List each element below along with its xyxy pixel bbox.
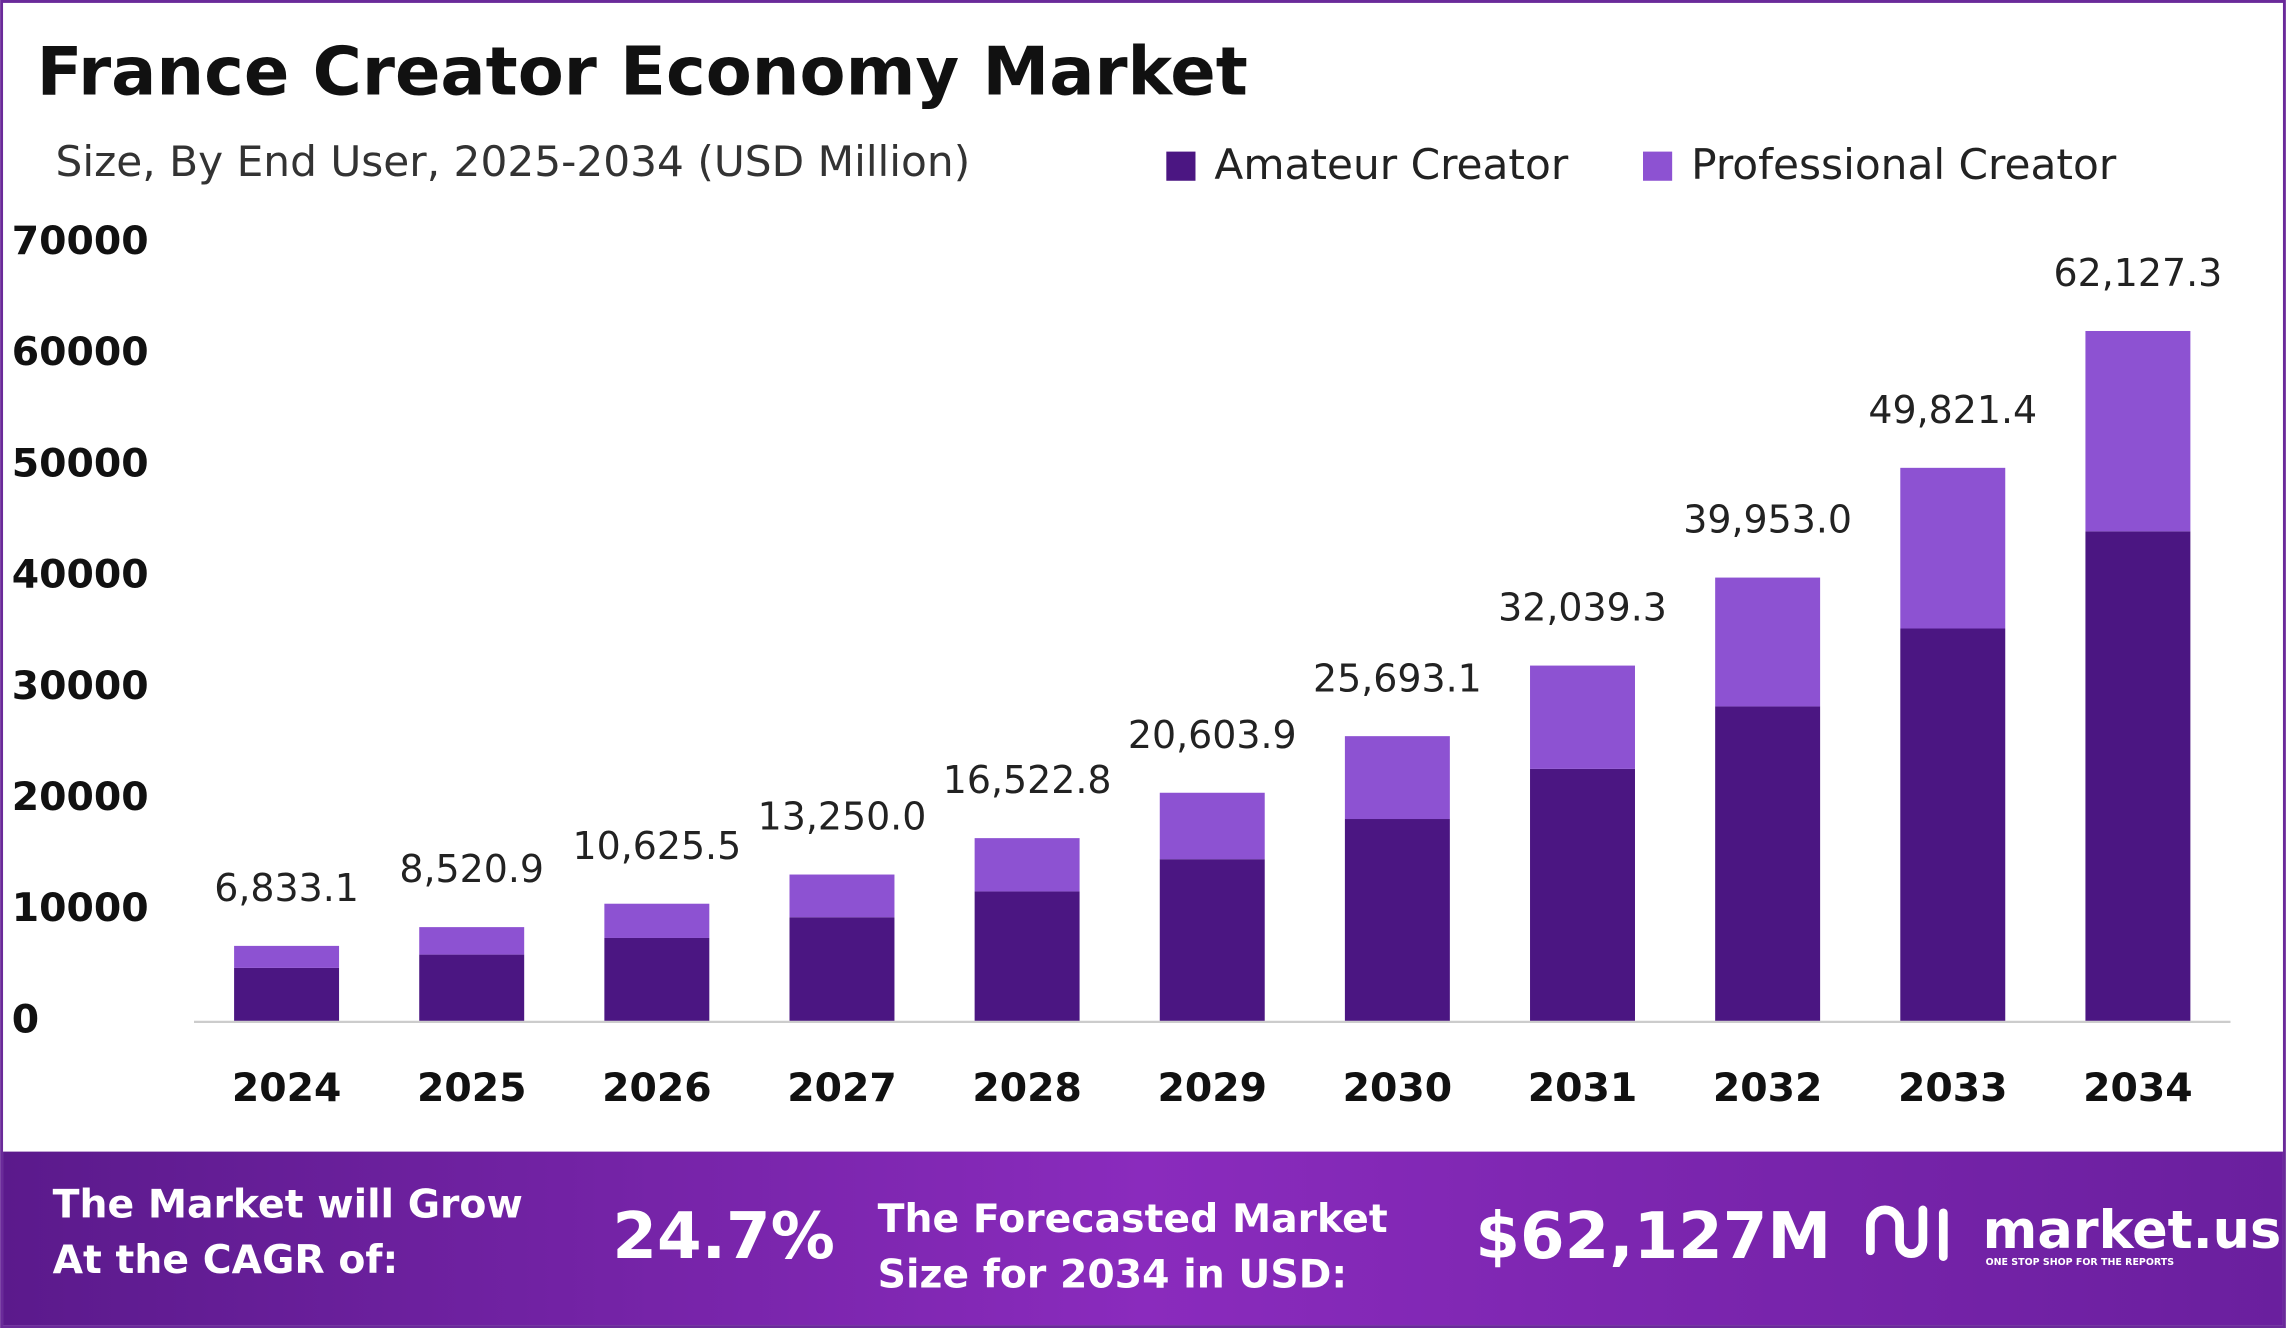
bar-segment (1900, 467, 2006, 629)
bar-segment (604, 937, 710, 1022)
y-tick-label: 70000 (12, 218, 149, 264)
cagr-value: 24.7% (612, 1199, 834, 1274)
total-label: 10,625.5 (572, 824, 741, 868)
bar-segment (789, 917, 895, 1022)
total-label: 16,522.8 (943, 758, 1112, 802)
y-tick-label: 10000 (12, 885, 149, 931)
total-label: 49,821.4 (1868, 388, 2037, 432)
chart-subtitle: Size, By End User, 2025-2034 (USD Millio… (56, 137, 971, 186)
total-label: 25,693.1 (1313, 656, 1482, 700)
total-label: 20,603.9 (1128, 713, 1297, 757)
bar-segment (974, 838, 1080, 892)
brand-name: market.us (1983, 1200, 2282, 1261)
brand-logo (1866, 1205, 1948, 1261)
forecast-label: Size for 2034 in USD: (878, 1251, 1347, 1297)
x-tick-label: 2034 (2083, 1065, 2193, 1111)
total-label: 8,520.9 (399, 847, 544, 891)
bar-segment (1715, 706, 1821, 1022)
total-label: 13,250.0 (758, 795, 927, 839)
x-tick-label: 2028 (972, 1065, 1082, 1111)
total-label: 62,127.3 (2054, 251, 2223, 295)
bar-segment (419, 954, 525, 1022)
total-label: 32,039.3 (1498, 586, 1667, 630)
cagr-label: The Market will Grow (53, 1182, 523, 1228)
bar-segment (604, 903, 710, 938)
y-tick-label: 30000 (12, 663, 149, 709)
bar-segment (1159, 792, 1265, 860)
y-tick-label: 60000 (12, 329, 149, 375)
bar-segment (974, 891, 1080, 1022)
y-tick-label: 50000 (12, 440, 149, 486)
bar-segment (2085, 330, 2191, 532)
x-tick-label: 2027 (787, 1065, 897, 1111)
bar-segment (1900, 628, 2006, 1022)
bar-segment (2085, 531, 2191, 1022)
y-tick-label: 0 (12, 996, 39, 1042)
bar-segment (1159, 859, 1265, 1022)
bar-segment (1344, 819, 1450, 1022)
bar-segment (234, 967, 340, 1022)
y-tick-label: 40000 (12, 552, 149, 598)
bar-segment (1344, 736, 1450, 820)
x-tick-label: 2029 (1157, 1065, 1267, 1111)
legend-swatch (1166, 151, 1196, 181)
bar-segment (1530, 768, 1635, 1022)
legend-label: Amateur Creator (1214, 140, 1568, 189)
chart-title: France Creator Economy Market (37, 32, 1248, 110)
plot: 0 10000 20000 30000 40000 50000 60000 70000 6,83… (12, 218, 2231, 1111)
legend-label: Professional Creator (1691, 140, 2117, 189)
bar-segment (789, 874, 895, 918)
x-tick-label: 2033 (1898, 1065, 2008, 1111)
total-label: 39,953.0 (1683, 498, 1852, 542)
legend: Amateur Creator Professional Creator (1166, 140, 2117, 189)
forecast-value: $62,127M (1475, 1199, 1831, 1274)
x-tick-label: 2031 (1528, 1065, 1638, 1111)
forecast-label: The Forecasted Market (878, 1196, 1388, 1242)
bar-segment (234, 945, 340, 968)
x-tick-label: 2026 (602, 1065, 712, 1111)
legend-swatch (1643, 151, 1673, 181)
bar-segment (1715, 577, 1821, 707)
x-tick-label: 2024 (232, 1065, 342, 1111)
y-tick-label: 20000 (12, 774, 149, 820)
cagr-label: At the CAGR of: (53, 1237, 399, 1283)
total-label: 6,833.1 (214, 866, 359, 910)
x-tick-label: 2025 (417, 1065, 527, 1111)
bar-segment (1530, 665, 1635, 769)
x-tick-label: 2032 (1713, 1065, 1823, 1111)
bar-segment (419, 927, 525, 955)
brand-tagline: ONE STOP SHOP FOR THE REPORTS (1986, 1257, 2175, 1268)
x-tick-label: 2030 (1343, 1065, 1453, 1111)
